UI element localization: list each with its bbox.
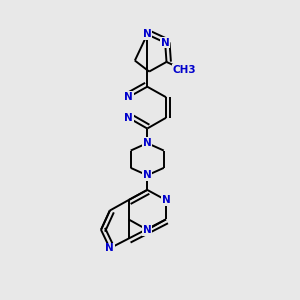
Text: N: N [143, 138, 152, 148]
Text: CH3: CH3 [172, 65, 196, 75]
Text: N: N [124, 92, 133, 102]
Text: N: N [143, 225, 152, 235]
Text: N: N [105, 243, 114, 253]
Text: N: N [143, 170, 152, 180]
Text: N: N [161, 38, 170, 48]
Text: N: N [143, 29, 152, 39]
Text: N: N [124, 113, 133, 123]
Text: N: N [162, 195, 170, 205]
